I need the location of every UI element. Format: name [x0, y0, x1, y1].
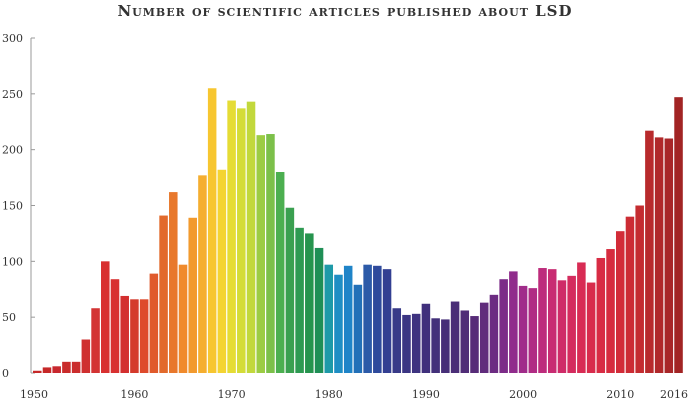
- bar-1998: [499, 279, 508, 373]
- bar-1950: [33, 370, 42, 373]
- bar-1969: [217, 169, 227, 373]
- x-axis: 1950 1960 1970 1980 1990 2000 2010 2016: [20, 388, 688, 401]
- bar-1959: [120, 295, 129, 373]
- bar-1957: [101, 261, 110, 373]
- bar-1952: [52, 366, 61, 373]
- bar-1981: [334, 274, 343, 373]
- bar-1962: [149, 273, 159, 373]
- bar-2013: [645, 130, 654, 373]
- bar-1983: [353, 284, 363, 373]
- bar-1968: [207, 88, 217, 373]
- bar-2002: [538, 268, 547, 373]
- bar-2004: [557, 280, 567, 373]
- bar-1954: [71, 361, 81, 373]
- bar-1977: [295, 227, 304, 373]
- x-tick-label: 1990: [412, 388, 440, 401]
- bars: [33, 88, 683, 374]
- bar-1976: [285, 207, 295, 373]
- x-tick-label: 2000: [509, 388, 537, 401]
- y-tick-label: 0: [2, 367, 9, 380]
- bar-2009: [606, 249, 615, 373]
- bar-1984: [363, 264, 372, 373]
- bar-2003: [547, 269, 557, 373]
- bar-1999: [509, 271, 518, 373]
- y-tick-label: 200: [2, 144, 23, 157]
- x-tick-label: 1980: [315, 388, 343, 401]
- bar-1982: [343, 265, 353, 373]
- bar-1985: [373, 265, 382, 373]
- x-tick-label: 1970: [218, 388, 246, 401]
- bar-2001: [528, 288, 538, 373]
- bar-1973: [256, 135, 265, 373]
- bar-2012: [635, 205, 644, 373]
- bar-1995: [470, 316, 479, 373]
- bar-2005: [567, 275, 576, 373]
- bar-1974: [266, 134, 275, 373]
- bar-1971: [237, 108, 246, 373]
- bar-2000: [518, 285, 528, 373]
- bar-1961: [139, 299, 149, 373]
- y-tick-label: 300: [2, 32, 23, 45]
- bar-2014: [654, 137, 664, 373]
- bar-1988: [402, 314, 411, 373]
- bar-2016: [674, 97, 683, 374]
- bar-1992: [441, 319, 450, 373]
- bar-1958: [110, 279, 120, 373]
- bar-1960: [130, 299, 139, 373]
- bar-1990: [421, 303, 431, 373]
- bar-1979: [314, 247, 324, 373]
- y-tick-label: 100: [2, 255, 23, 268]
- bar-1994: [460, 310, 470, 373]
- bar-1965: [178, 264, 188, 373]
- bar-1980: [324, 264, 334, 373]
- x-tick-label: 1960: [120, 388, 148, 401]
- y-tick-label: 150: [2, 200, 23, 213]
- bar-1951: [42, 367, 52, 373]
- bar-1953: [62, 361, 71, 373]
- bar-2010: [615, 231, 625, 373]
- bar-1966: [188, 217, 197, 373]
- y-tick-label: 50: [2, 311, 16, 324]
- bar-1989: [411, 313, 421, 373]
- bar-1993: [450, 301, 460, 373]
- bar-1956: [91, 308, 100, 373]
- y-axis: 0 50 100 150 200 250 300: [2, 32, 35, 380]
- bar-2008: [596, 257, 606, 373]
- bar-1963: [159, 215, 168, 373]
- bar-1967: [198, 175, 207, 373]
- bar-1986: [382, 269, 392, 373]
- bar-1987: [392, 308, 402, 373]
- bar-2007: [586, 282, 596, 373]
- x-tick-label: 1950: [20, 388, 48, 401]
- y-tick-label: 250: [2, 88, 23, 101]
- chart-title: Number of scientific articles published …: [117, 2, 573, 20]
- x-tick-label: 2010: [606, 388, 634, 401]
- bar-1996: [479, 302, 489, 373]
- bar-1997: [489, 294, 499, 373]
- bar-1964: [169, 192, 178, 373]
- bar-1970: [227, 100, 236, 373]
- bar-2006: [577, 262, 586, 373]
- bar-1991: [431, 318, 440, 373]
- bar-1955: [81, 339, 91, 373]
- bar-1972: [246, 101, 256, 374]
- x-tick-label: 2016: [660, 388, 688, 401]
- bar-2015: [664, 138, 674, 373]
- bar-2011: [625, 216, 635, 373]
- bar-1978: [305, 233, 314, 373]
- bar-1975: [275, 172, 285, 373]
